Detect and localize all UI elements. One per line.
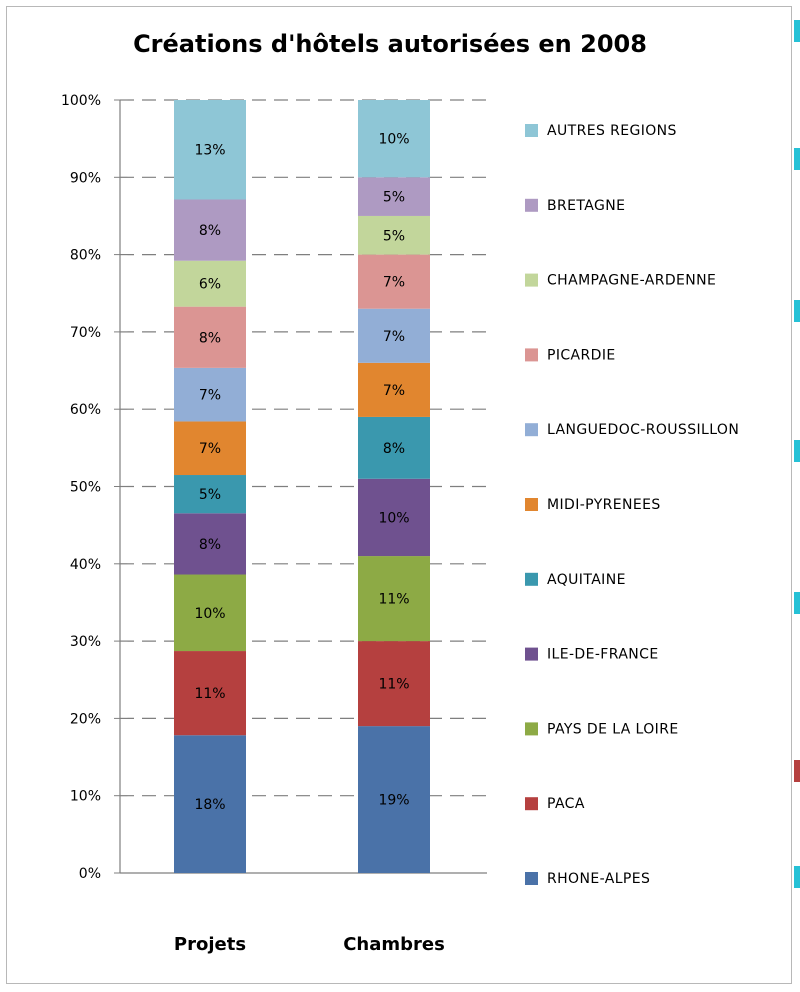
- data-label: 6%: [199, 277, 221, 293]
- bar-segment: [358, 726, 430, 873]
- legend-label: RHONE-ALPES: [547, 871, 650, 887]
- data-label: 7%: [383, 329, 405, 345]
- data-label: 10%: [194, 606, 225, 622]
- y-tick-label: 10%: [70, 789, 101, 805]
- edge-fragment: [794, 592, 800, 614]
- legend-label: AQUITAINE: [547, 572, 626, 588]
- y-tick-label: 30%: [70, 634, 101, 650]
- bar-segment: [174, 574, 246, 652]
- data-label: 10%: [378, 132, 409, 148]
- legend-label: ILE-DE-FRANCE: [547, 647, 659, 663]
- bar-segment: [174, 651, 246, 736]
- legend-swatch: [525, 498, 538, 511]
- data-label: 11%: [194, 686, 225, 702]
- y-tick-label: 50%: [70, 480, 101, 496]
- legend-swatch: [525, 124, 538, 137]
- y-tick-label: 70%: [70, 325, 101, 341]
- legend-label: PACA: [547, 796, 585, 812]
- gridlines: [120, 99, 487, 797]
- chart-title: Créations d'hôtels autorisées en 2008: [133, 30, 647, 58]
- edge-fragment: [794, 148, 800, 170]
- legend-swatch: [525, 797, 538, 811]
- edge-fragment: [794, 300, 800, 322]
- legend-label: PICARDIE: [547, 347, 616, 363]
- data-label: 11%: [378, 677, 409, 693]
- data-label: 5%: [383, 228, 405, 244]
- legend: AUTRES REGIONS BRETAGNE CHAMPAGNE-ARDENNE P…: [525, 123, 739, 887]
- data-label: 8%: [199, 223, 221, 239]
- adjacent-chart-edge: [794, 20, 800, 888]
- legend-swatch: [525, 273, 538, 287]
- data-label: 7%: [199, 441, 221, 457]
- legend-swatch: [525, 198, 538, 212]
- legend-swatch: [525, 572, 538, 586]
- bar-segment: [358, 556, 430, 642]
- bar-segment: [358, 100, 430, 178]
- data-label: 7%: [199, 388, 221, 404]
- x-axis-labels: Projets Chambres: [174, 934, 445, 955]
- bar-segment: [174, 421, 246, 476]
- data-label: 8%: [199, 537, 221, 553]
- data-label: 7%: [383, 383, 405, 399]
- x-category-label: Chambres: [343, 934, 445, 955]
- legend-label: MIDI-PYRENEES: [547, 497, 661, 513]
- bar-segment: [174, 475, 246, 514]
- data-label: 13%: [194, 143, 225, 159]
- data-label: 5%: [383, 190, 405, 206]
- data-label: 5%: [199, 487, 221, 503]
- bar-segment: [174, 260, 246, 307]
- legend-swatch: [525, 872, 538, 885]
- y-tick-label: 0%: [79, 866, 101, 882]
- legend-swatch: [525, 647, 538, 661]
- bar-segment: [358, 641, 430, 727]
- bar-segment: [174, 100, 246, 200]
- legend-swatch: [525, 348, 538, 362]
- bar-segment: [174, 735, 246, 873]
- data-label: 8%: [383, 441, 405, 457]
- legend-label: PAYS DE LA LOIRE: [547, 721, 679, 737]
- edge-fragment: [794, 866, 800, 888]
- legend-swatch: [525, 722, 538, 736]
- bar-segment: [358, 478, 430, 557]
- bar-segment: [174, 513, 246, 575]
- bar-segment: [174, 367, 246, 422]
- legend-swatch: [525, 423, 538, 437]
- edge-fragment: [794, 760, 800, 782]
- bar-segment: [358, 254, 430, 309]
- data-label: 10%: [378, 510, 409, 526]
- legend-label: CHAMPAGNE-ARDENNE: [547, 273, 716, 289]
- bar-segment: [174, 306, 246, 368]
- bars: 18% 11% 10% 8% 5% 7% 7% 8% 6% 8% 13% 19% 11% 11% 10% 8%…: [174, 100, 430, 873]
- bar-segment: [358, 215, 430, 255]
- y-tick-label: 20%: [70, 711, 101, 727]
- legend-label: LANGUEDOC-ROUSSILLON: [547, 422, 739, 438]
- y-tick-label: 40%: [70, 557, 101, 573]
- data-label: 18%: [194, 797, 225, 813]
- legend-label: AUTRES REGIONS: [547, 123, 677, 139]
- y-tick-label: 80%: [70, 248, 101, 264]
- bar-segment: [358, 416, 430, 479]
- bar-segment: [174, 199, 246, 261]
- y-tick-label: 60%: [70, 402, 101, 418]
- bar-segment: [358, 177, 430, 216]
- data-label: 7%: [383, 275, 405, 291]
- bar-segment: [358, 362, 430, 417]
- x-category-label: Projets: [174, 934, 246, 955]
- edge-fragment: [794, 20, 800, 42]
- legend-label: BRETAGNE: [547, 198, 625, 214]
- edge-fragment: [794, 440, 800, 462]
- y-tick-label: 90%: [70, 170, 101, 186]
- data-label: 8%: [199, 330, 221, 346]
- data-label: 19%: [378, 793, 409, 809]
- data-label: 11%: [378, 592, 409, 608]
- bar-segment: [358, 308, 430, 363]
- y-tick-label: 100%: [61, 93, 101, 109]
- y-axis-ticks: 0% 10% 20% 30% 40% 50% 60% 70% 80% 90% 100%: [61, 93, 120, 882]
